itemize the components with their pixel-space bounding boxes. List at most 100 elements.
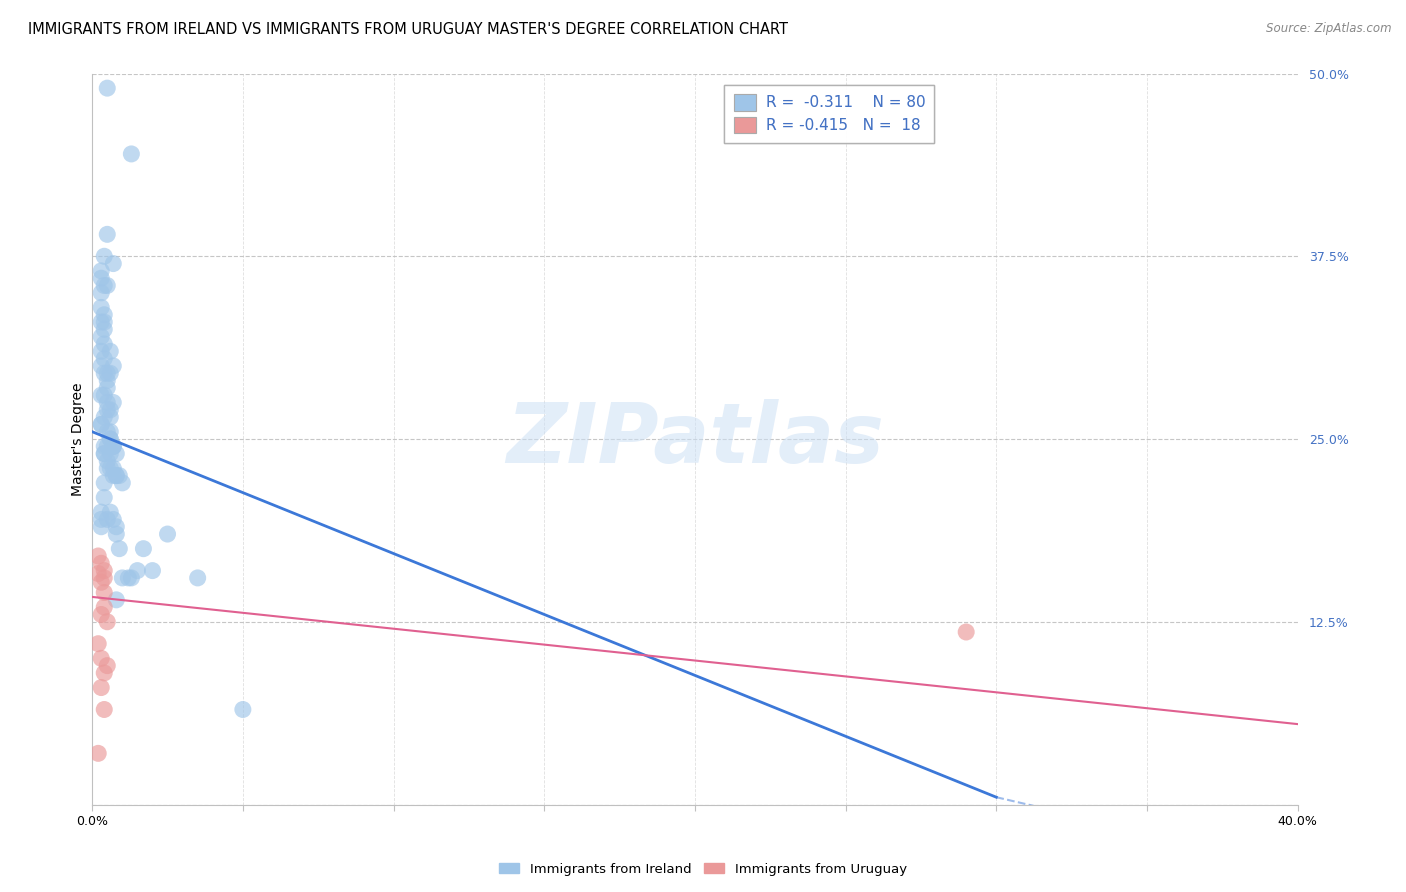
Point [105,592,128,607]
Point [127,564,149,578]
Point [90,417,112,432]
Text: IMMIGRANTS FROM IRELAND VS IMMIGRANTS FROM URUGUAY MASTER'S DEGREE CORRELATION C: IMMIGRANTS FROM IRELAND VS IMMIGRANTS FR… [28,22,789,37]
Point [93,702,115,716]
Point [98,410,121,425]
Point [90,388,112,402]
Point [96,425,118,439]
Point [96,374,118,388]
Point [105,468,128,483]
Point [98,461,121,475]
Point [96,381,118,395]
Point [98,432,121,446]
Point [105,447,128,461]
Point [117,571,139,585]
Point [96,227,118,242]
Point [90,520,112,534]
Point [93,322,115,336]
Point [90,285,112,300]
Point [93,388,115,402]
Point [93,665,115,680]
Point [90,329,112,343]
Point [96,366,118,380]
Point [98,344,121,359]
Point [96,402,118,417]
Point [96,439,118,453]
Legend: Immigrants from Ireland, Immigrants from Uruguay: Immigrants from Ireland, Immigrants from… [494,857,912,881]
Point [98,425,121,439]
Point [90,301,112,315]
Y-axis label: Master's Degree: Master's Degree [72,383,86,496]
Point [103,439,125,453]
Point [111,571,134,585]
Point [93,439,115,453]
Point [103,439,125,453]
Point [93,410,115,425]
Point [98,447,121,461]
Point [87,549,110,563]
Point [90,315,112,329]
Point [96,278,118,293]
Point [103,395,125,409]
Text: ZIPatlas: ZIPatlas [506,399,884,480]
Point [93,315,115,329]
Point [93,351,115,366]
Point [90,512,112,526]
Point [90,651,112,665]
Point [103,461,125,475]
Point [105,520,128,534]
Point [93,475,115,490]
Point [103,512,125,526]
Point [120,571,142,585]
Point [103,439,125,453]
Point [93,337,115,351]
Point [96,512,118,526]
Point [93,447,115,461]
Point [87,747,110,761]
Point [93,585,115,599]
Point [232,702,254,716]
Point [93,366,115,380]
Point [96,395,118,409]
Point [96,461,118,475]
Point [93,278,115,293]
Point [90,505,112,519]
Point [98,505,121,519]
Point [103,359,125,373]
Point [87,637,110,651]
Point [187,571,209,585]
Point [90,344,112,359]
Point [108,468,131,483]
Point [93,564,115,578]
Point [90,681,112,695]
Point [93,571,115,585]
Point [90,264,112,278]
Point [98,402,121,417]
Point [105,527,128,541]
Point [90,556,112,570]
Point [87,566,110,581]
Point [96,454,118,468]
Point [141,564,163,578]
Point [108,541,131,556]
Point [111,475,134,490]
Text: Source: ZipAtlas.com: Source: ZipAtlas.com [1267,22,1392,36]
Point [98,432,121,446]
Point [93,308,115,322]
Point [90,575,112,590]
Point [90,271,112,285]
Point [93,600,115,615]
Point [132,541,155,556]
Point [93,249,115,263]
Point [96,615,118,629]
Point [90,607,112,622]
Point [96,81,118,95]
Point [103,468,125,483]
Legend: R =  -0.311    N = 80, R = -0.415   N =  18: R = -0.311 N = 80, R = -0.415 N = 18 [724,85,935,143]
Point [105,468,128,483]
Point [156,527,179,541]
Point [120,147,142,161]
Point [93,447,115,461]
Point [93,491,115,505]
Point [90,359,112,373]
Point [98,366,121,380]
